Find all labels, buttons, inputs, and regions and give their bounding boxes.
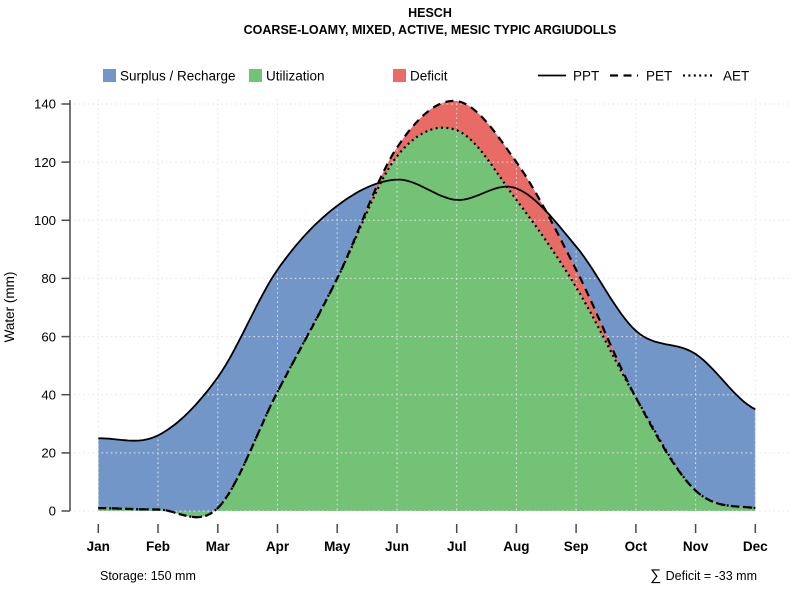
y-tick-label: 0 bbox=[49, 504, 56, 519]
ppt-curve bbox=[98, 178, 756, 442]
x-tick-label: Nov bbox=[683, 539, 709, 554]
x-tick-label: Jun bbox=[385, 539, 409, 554]
legend-swatch-utilization bbox=[249, 69, 262, 82]
storage-annotation: Storage: 150 mm bbox=[100, 569, 196, 583]
utilization-area bbox=[98, 127, 756, 518]
area-fills bbox=[98, 100, 756, 518]
y-tick-label: 80 bbox=[41, 271, 56, 286]
curves bbox=[98, 99, 756, 519]
y-tick-label: 60 bbox=[41, 329, 56, 344]
legend: Surplus / Recharge Utilization Deficit P… bbox=[103, 69, 749, 84]
aet-curve bbox=[98, 126, 756, 519]
deficit-sum-annotation: ∑ Deficit = -33 mm bbox=[650, 567, 757, 584]
chart-title: HESCH bbox=[408, 6, 452, 20]
x-tick-label: Oct bbox=[625, 539, 648, 554]
deficit-sum-label: Deficit = -33 mm bbox=[666, 569, 757, 583]
x-tick-label: Aug bbox=[503, 539, 529, 554]
legend-label-ppt: PPT bbox=[573, 69, 599, 84]
x-tick-label: Jan bbox=[87, 539, 110, 554]
x-tick-label: Dec bbox=[743, 539, 768, 554]
x-tick-label: May bbox=[324, 539, 351, 554]
x-tick-label: Feb bbox=[146, 539, 170, 554]
x-tick-label: Jul bbox=[447, 539, 467, 554]
y-axis-title: Water (mm) bbox=[2, 272, 17, 343]
y-tick-label: 40 bbox=[41, 387, 56, 402]
legend-swatch-surplus bbox=[103, 69, 116, 82]
legend-label-pet: PET bbox=[646, 69, 672, 84]
sum-symbol: ∑ bbox=[650, 567, 661, 584]
x-tick-label: Apr bbox=[266, 539, 290, 554]
x-tick-label: Sep bbox=[564, 539, 589, 554]
y-axis: 0 20 40 60 80 100 120 140 bbox=[34, 97, 71, 519]
pet-curve bbox=[98, 99, 756, 519]
y-tick-label: 20 bbox=[41, 446, 56, 461]
legend-label-aet: AET bbox=[723, 69, 749, 84]
chart-subtitle: COARSE-LOAMY, MIXED, ACTIVE, MESIC TYPIC… bbox=[244, 23, 617, 37]
x-tick-label: Mar bbox=[206, 539, 231, 554]
y-tick-label: 100 bbox=[34, 213, 56, 228]
legend-label-utilization: Utilization bbox=[266, 69, 325, 84]
surplus-recharge-area bbox=[98, 100, 756, 518]
y-tick-label: 120 bbox=[34, 155, 56, 170]
y-tick-label: 140 bbox=[34, 97, 56, 112]
legend-label-deficit: Deficit bbox=[410, 69, 448, 84]
legend-swatch-deficit bbox=[393, 69, 406, 82]
legend-label-surplus: Surplus / Recharge bbox=[120, 69, 236, 84]
x-axis: Jan Feb Mar Apr May Jun Jul Aug Sep Oct Nov Dec bbox=[87, 524, 768, 554]
